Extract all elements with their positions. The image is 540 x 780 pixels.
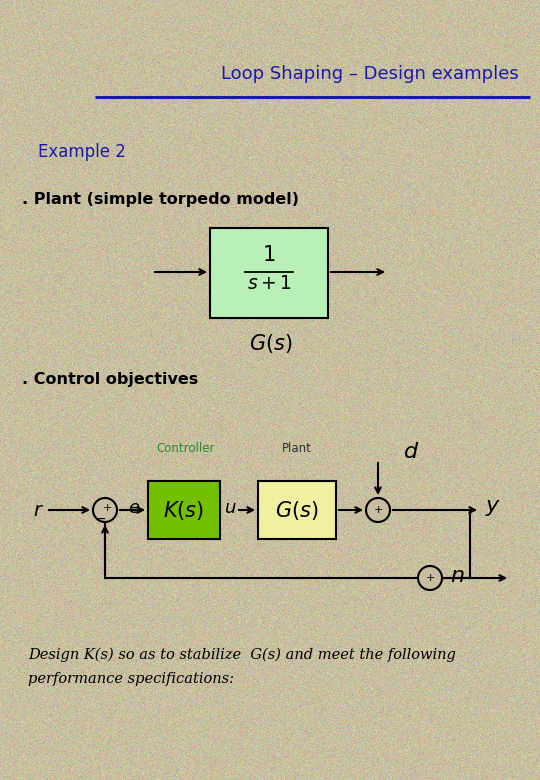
- Text: Design K(s) so as to stabilize  G(s) and meet the following: Design K(s) so as to stabilize G(s) and …: [28, 648, 456, 662]
- FancyBboxPatch shape: [210, 228, 328, 318]
- Text: +: +: [102, 503, 112, 513]
- Text: $1$: $1$: [262, 245, 276, 265]
- Text: +: +: [426, 573, 435, 583]
- FancyBboxPatch shape: [148, 481, 220, 539]
- Text: $G(s)$: $G(s)$: [249, 332, 293, 355]
- Text: −: −: [94, 512, 106, 526]
- Circle shape: [366, 498, 390, 522]
- Text: . Control objectives: . Control objectives: [22, 372, 198, 387]
- Text: $r$: $r$: [33, 502, 44, 520]
- Text: +: +: [373, 505, 383, 515]
- Text: $s+1$: $s+1$: [247, 275, 292, 293]
- Circle shape: [93, 498, 117, 522]
- Text: Example 2: Example 2: [38, 143, 126, 161]
- Text: $u$: $u$: [224, 499, 237, 517]
- Text: $e$: $e$: [128, 499, 140, 517]
- Circle shape: [418, 566, 442, 590]
- Text: Controller: Controller: [157, 442, 215, 455]
- FancyBboxPatch shape: [258, 481, 336, 539]
- Text: $n$: $n$: [450, 565, 464, 587]
- Text: $G(s)$: $G(s)$: [275, 498, 319, 522]
- Text: $y$: $y$: [485, 496, 501, 518]
- Text: Plant: Plant: [282, 442, 312, 455]
- Text: Loop Shaping – Design examples: Loop Shaping – Design examples: [221, 65, 519, 83]
- Text: . Plant (simple torpedo model): . Plant (simple torpedo model): [22, 192, 299, 207]
- Text: $d$: $d$: [403, 441, 419, 463]
- Text: performance specifications:: performance specifications:: [28, 672, 234, 686]
- Text: $K(s)$: $K(s)$: [164, 498, 205, 522]
